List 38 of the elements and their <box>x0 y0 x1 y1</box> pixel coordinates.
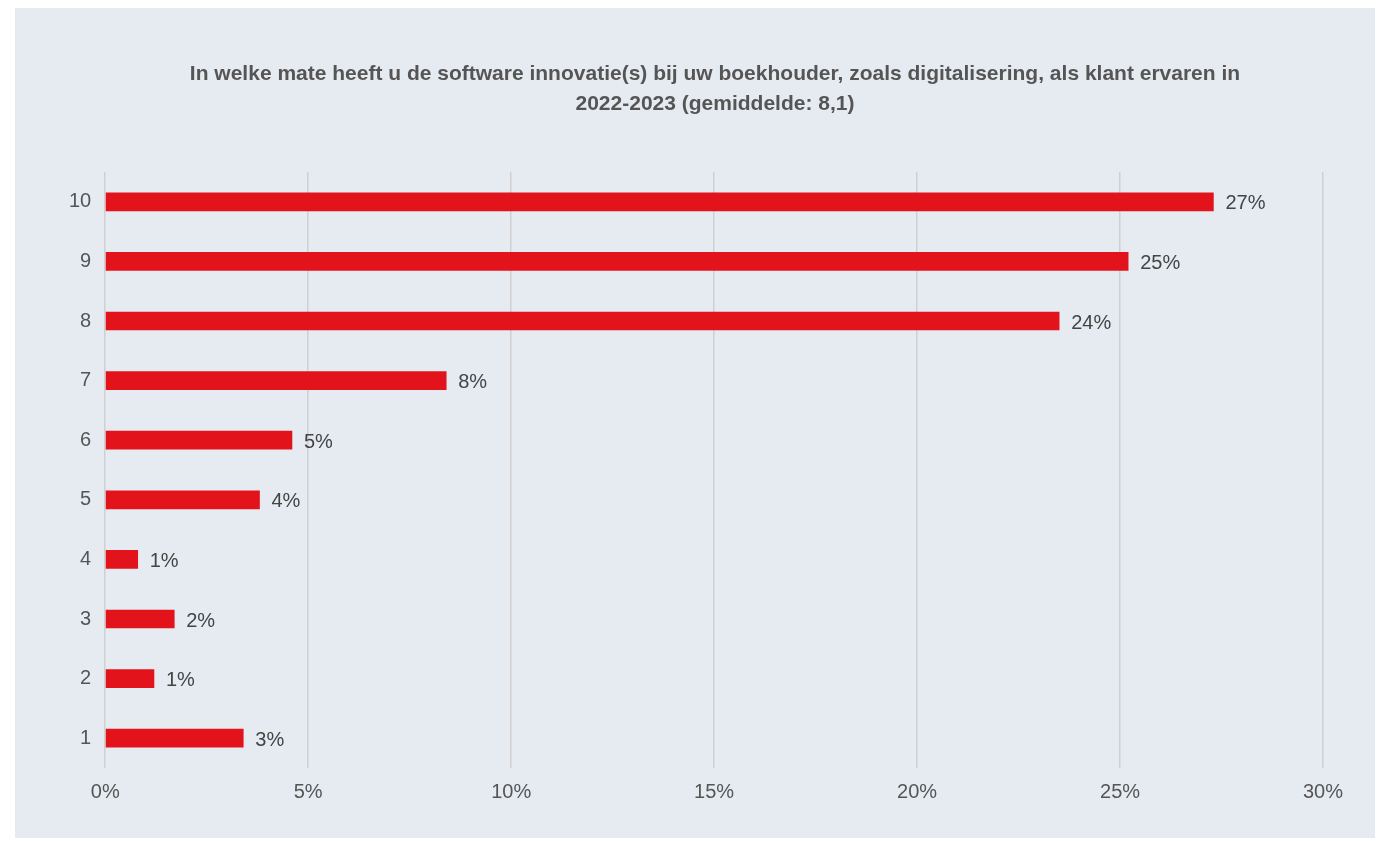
data-label: 5% <box>303 429 334 452</box>
bar <box>105 490 260 510</box>
x-tick-label: 0% <box>90 779 120 802</box>
x-tick-label: 20% <box>897 779 938 802</box>
data-label: 4% <box>271 489 301 512</box>
data-label: 27% <box>1225 191 1266 214</box>
bar <box>105 669 155 688</box>
y-tick-label: 7 <box>80 368 92 391</box>
y-tick-label: 3 <box>80 606 92 629</box>
data-label: 3% <box>255 727 285 750</box>
x-tick-label: 5% <box>293 779 323 802</box>
y-tick-label: 2 <box>80 666 92 689</box>
x-tick-label: 25% <box>1100 779 1141 802</box>
y-tick-label: 1 <box>80 725 92 748</box>
x-tick-label: 10% <box>491 779 532 802</box>
data-label: 1% <box>149 548 179 571</box>
y-tick-label: 5 <box>80 487 92 510</box>
data-label: 24% <box>1071 310 1112 333</box>
bar <box>105 192 1214 212</box>
y-tick-label: 6 <box>80 427 92 450</box>
bar <box>105 371 447 390</box>
x-tick-label: 30% <box>1302 779 1344 802</box>
bar <box>105 728 244 748</box>
bar <box>105 550 139 569</box>
data-label: 2% <box>186 608 216 631</box>
bar <box>105 430 293 450</box>
y-tick-label: 8 <box>80 308 92 331</box>
data-label: 25% <box>1140 250 1181 273</box>
y-tick-label: 4 <box>80 546 92 569</box>
chart-title: In welke mate heeft u de software innovatie(s) bij uw boekhouder, zoals digitalisering, als klant ervaren in 2022-2023 (gemiddelde: 8,1) <box>188 60 1242 116</box>
data-label: 1% <box>165 668 196 691</box>
bar <box>105 609 175 629</box>
bar <box>105 311 1060 331</box>
bar <box>105 252 1129 271</box>
data-label: 8% <box>458 370 488 393</box>
x-tick-label: 15% <box>694 779 735 802</box>
y-tick-label: 9 <box>80 248 92 271</box>
y-tick-label: 10 <box>69 189 92 212</box>
